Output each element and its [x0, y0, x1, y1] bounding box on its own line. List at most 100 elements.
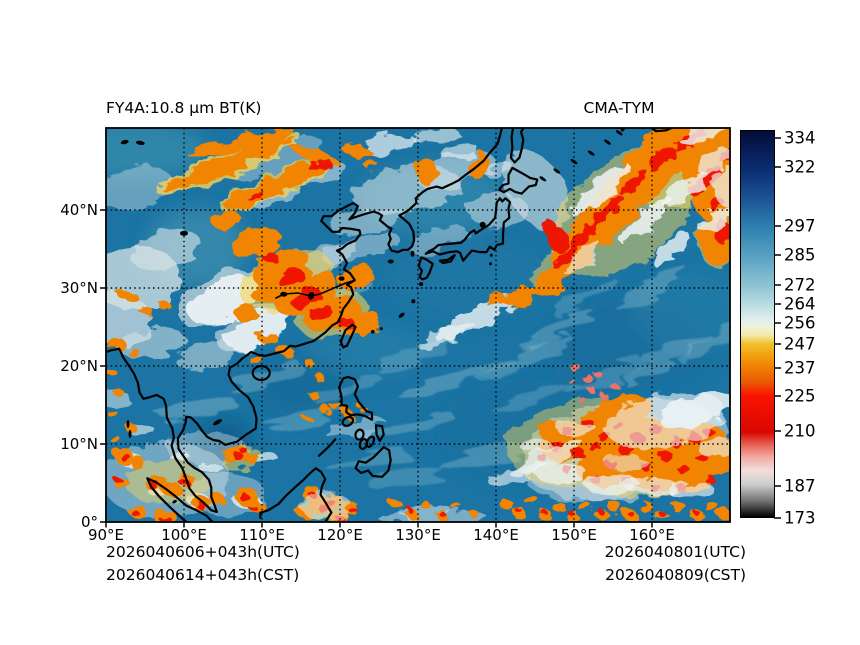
colorbar-tick-label: 237: [784, 358, 816, 378]
valid-time-utc: 2026040801(UTC): [604, 543, 746, 561]
lake-uvs: [120, 139, 129, 145]
model-title: CMA-TYM: [583, 99, 655, 117]
coast-shikoku: [438, 254, 456, 265]
y-tick-label: 40°N: [60, 201, 98, 219]
colorbar-tick-marks: [774, 137, 781, 519]
island-okinawa: [398, 312, 405, 318]
colorbar-tick-label: 225: [784, 386, 816, 406]
axes-frame: [100, 127, 781, 528]
colorbar-tick-label: 173: [784, 508, 816, 528]
colorbar-tick-label: 187: [784, 476, 816, 496]
colorbar-tick-label: 334: [784, 128, 816, 148]
red-cold-cores: [114, 129, 730, 522]
valid-time-cst: 2026040809(CST): [605, 566, 746, 584]
y-tick-label: 0°: [80, 513, 98, 531]
island-tsushima: [410, 250, 415, 257]
white-clouds: [106, 129, 517, 522]
island-kuril-1: [539, 176, 547, 182]
island-kuril-2: [553, 168, 561, 174]
lake-poyang: [307, 291, 315, 300]
island-miyako: [379, 327, 383, 331]
coast-palawan: [317, 438, 337, 457]
island-ryukyu-1: [419, 282, 424, 287]
coast-luzon: [338, 375, 374, 421]
island-kuril-6: [615, 130, 623, 136]
coast-mindanao: [354, 446, 392, 478]
x-tick-label: 140°E: [473, 526, 519, 544]
y-tick-label: 30°N: [60, 279, 98, 297]
y-tick-label: 10°N: [60, 435, 98, 453]
island-kuril-4: [587, 150, 595, 156]
coast-negros: [358, 438, 369, 450]
x-tick-label: 120°E: [317, 526, 363, 544]
ocean-shading: [106, 128, 730, 478]
gray-cirrus: [106, 137, 730, 518]
coast-hainan: [251, 364, 271, 382]
lake-qinghai: [180, 230, 188, 236]
island-izu-2: [489, 262, 492, 266]
coast-mindoro: [341, 415, 355, 427]
plot-title: FY4A:10.8 µm BT(K): [106, 99, 262, 117]
lake-khyargas: [135, 140, 145, 146]
x-tick-label: 110°E: [239, 526, 285, 544]
island-ishigaki: [371, 329, 375, 334]
colorbar-tick-label: 210: [784, 421, 816, 441]
island-ryukyu-2: [411, 299, 416, 304]
island-izu-1: [489, 253, 493, 257]
coast-sakhalin: [509, 128, 525, 164]
init-time-annotation: 2026040606+043h(UTC) 2026040614+043h(CST…: [106, 541, 300, 587]
coast-sumatra: [146, 477, 215, 522]
island-sado: [479, 221, 486, 228]
colorbar-tick-label: 264: [784, 294, 816, 314]
thin-cirrus-wisps: [156, 264, 730, 487]
init-time-utc: 2026040606+043h(UTC): [106, 543, 300, 561]
coast-honshu: [424, 197, 512, 262]
colorbar-tick-label: 256: [784, 313, 816, 333]
lake-toba: [172, 499, 177, 504]
lakes-and-islands: [120, 130, 623, 504]
colorbar-tick-label: 322: [784, 157, 816, 177]
coast-indochina-myanmar: [106, 347, 221, 513]
coast-borneo: [259, 467, 333, 522]
white-anvil-streaks: [300, 128, 730, 519]
coast-cebu: [365, 435, 376, 448]
colorbar-tick-label: 247: [784, 334, 816, 354]
x-tick-label: 130°E: [395, 526, 441, 544]
island-kuril-5: [604, 139, 611, 145]
x-tick-label: 160°E: [629, 526, 675, 544]
colorbar-tick-label: 272: [784, 275, 816, 295]
yangtze-river: [275, 279, 356, 299]
coastlines: [106, 128, 675, 522]
island-jeju: [387, 259, 394, 264]
x-tick-label: 150°E: [551, 526, 597, 544]
island-andaman-2: [128, 430, 132, 438]
coast-kamchatka: [620, 128, 675, 133]
x-tick-label: 90°E: [87, 526, 125, 544]
init-time-cst: 2026040614+043h(CST): [106, 566, 300, 584]
x-tick-label: 100°E: [161, 526, 207, 544]
colorbar: [740, 130, 775, 518]
colorbar-tick-label: 297: [784, 216, 816, 236]
map-border: [105, 127, 731, 523]
coast-samar: [374, 424, 385, 442]
valid-time-annotation: 2026040801(UTC) 2026040809(CST): [605, 541, 746, 587]
lake-dongting: [280, 291, 288, 297]
orange-convection: [106, 128, 730, 522]
axis-tick-marks: [100, 209, 653, 528]
lake-tai: [338, 276, 345, 281]
coast-kyushu: [417, 256, 434, 281]
coast-panay: [354, 428, 365, 441]
y-tick-label: 20°N: [60, 357, 98, 375]
ocean-base: [106, 128, 730, 522]
coast-taiwan: [339, 323, 357, 349]
lake-tonle-sap: [213, 419, 222, 426]
island-andaman-1: [126, 420, 130, 428]
map-field: [106, 128, 730, 522]
yellow-cloud-fringes: [126, 128, 730, 520]
coast-asia-mainland: [218, 128, 504, 446]
gridlines: [106, 128, 730, 522]
colorbar-tick-label: 285: [784, 245, 816, 265]
pink-weak-cells: [569, 364, 618, 403]
island-kuril-3: [570, 158, 578, 165]
